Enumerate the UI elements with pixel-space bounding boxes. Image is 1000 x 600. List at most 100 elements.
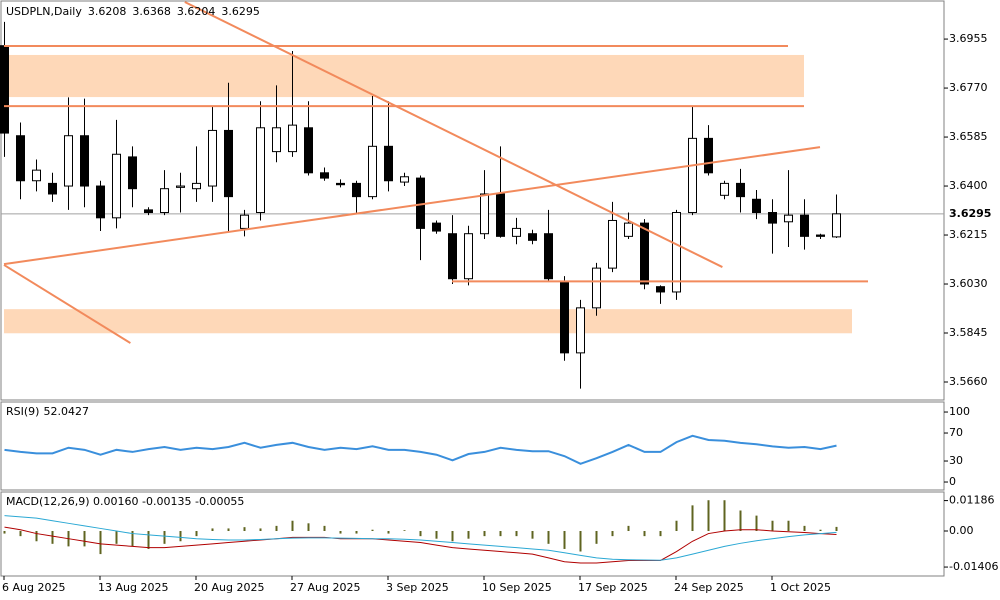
candle-body [320, 172, 329, 179]
trend-line [3, 264, 131, 344]
candle-body [0, 45, 9, 134]
y-tick-label: 70 [949, 426, 963, 439]
candle-body [832, 213, 841, 238]
last-price-box [945, 206, 999, 221]
x-tick-label: 20 Aug 2025 [194, 581, 264, 594]
zone [4, 54, 804, 98]
y-tick-label: 3.6030 [949, 277, 988, 290]
panel-frame [0, 0, 945, 401]
y-tick-label: 3.6770 [949, 81, 988, 94]
candle-body [144, 209, 153, 214]
candle-body [240, 214, 249, 229]
zone [4, 309, 852, 334]
readout-value: 3.6295 [221, 5, 260, 18]
candle-body [48, 182, 57, 195]
trend-line [3, 146, 821, 266]
candle-body [288, 124, 297, 153]
readout-value: 3.6208 [88, 5, 127, 18]
candle-body [224, 129, 233, 198]
readout-value: 3.6204 [177, 5, 216, 18]
y-tick-label: 3.5845 [949, 326, 988, 339]
rsi-line [4, 434, 837, 465]
candle-body [576, 307, 585, 354]
candle-body [368, 145, 377, 198]
candle-body [384, 145, 393, 182]
candle-body [16, 135, 25, 182]
candle-body [592, 267, 601, 309]
candle-body [496, 193, 505, 237]
y-tick-label: 0.00 [949, 524, 974, 537]
candle-body [128, 156, 137, 190]
x-tick-label: 10 Sep 2025 [482, 581, 552, 594]
candle-body [464, 233, 473, 280]
candle-body [624, 222, 633, 237]
last-price-label: 3.6295 [949, 207, 991, 220]
candle-body [800, 214, 809, 237]
candle-body [32, 169, 41, 182]
candle-body [736, 182, 745, 198]
y-tick-label: 3.6585 [949, 130, 988, 143]
candle-body [272, 127, 281, 153]
candle-body [544, 233, 553, 280]
candle-body [448, 233, 457, 280]
x-tick-label: 13 Aug 2025 [98, 581, 168, 594]
candle-body [64, 135, 73, 187]
y-tick-label: 100 [949, 405, 970, 418]
y-tick-label: 3.6400 [949, 179, 988, 192]
y-tick-label: 0.01186 [949, 494, 995, 507]
candle-body [656, 286, 665, 293]
candle-body [640, 222, 649, 285]
candle-body [336, 182, 345, 186]
candle-body [432, 222, 441, 232]
macd-line [4, 526, 837, 564]
candle-body [752, 198, 761, 214]
candle-body [160, 188, 169, 214]
candle-body [816, 234, 825, 237]
candle-body [528, 233, 537, 241]
y-tick-label: 3.5660 [949, 375, 988, 388]
y-tick-label: 0 [949, 475, 956, 488]
x-tick-label: 17 Sep 2025 [578, 581, 648, 594]
candle-body [96, 185, 105, 219]
candle-body [704, 137, 713, 174]
candle-body [176, 185, 185, 188]
candle-body [784, 214, 793, 223]
trend-line [184, 1, 723, 268]
candle-body [720, 182, 729, 196]
macd-line [4, 515, 837, 561]
y-tick-label: 3.6215 [949, 228, 988, 241]
panel-frame [0, 491, 945, 577]
candle-body [768, 212, 777, 224]
candle-body [80, 135, 89, 187]
candle-body [352, 182, 361, 198]
panel-frame [0, 401, 945, 491]
x-tick-label: 24 Sep 2025 [674, 581, 744, 594]
readout-value: 3.6368 [132, 5, 171, 18]
candle-body [688, 137, 697, 214]
x-tick-label: 6 Aug 2025 [2, 581, 65, 594]
x-tick-label: 3 Sep 2025 [386, 581, 449, 594]
candle-body [400, 176, 409, 183]
candle-body [512, 227, 521, 237]
indicator-title: RSI(9) 52.0427 [6, 405, 89, 418]
candle-body [304, 127, 313, 174]
y-tick-label: -0.01406 [949, 560, 998, 573]
y-tick-label: 30 [949, 454, 963, 467]
candle-body [560, 280, 569, 354]
candle-body [672, 212, 681, 293]
candle-body [112, 153, 121, 219]
candle-body [608, 219, 617, 269]
candle-body [192, 182, 201, 190]
indicator-title: MACD(12,26,9) 0.00160 -0.00135 -0.00055 [6, 495, 244, 508]
candle-body [480, 193, 489, 235]
candle-body [208, 129, 217, 187]
x-tick-label: 27 Aug 2025 [290, 581, 360, 594]
candle-body [256, 127, 265, 214]
x-tick-label: 1 Oct 2025 [770, 581, 831, 594]
chart-title: USDPLN,Daily 3.6208 3.6368 3.6204 3.6295 [6, 5, 260, 18]
y-tick-label: 3.6955 [949, 32, 988, 45]
readout-value: 52.0427 [43, 405, 89, 418]
